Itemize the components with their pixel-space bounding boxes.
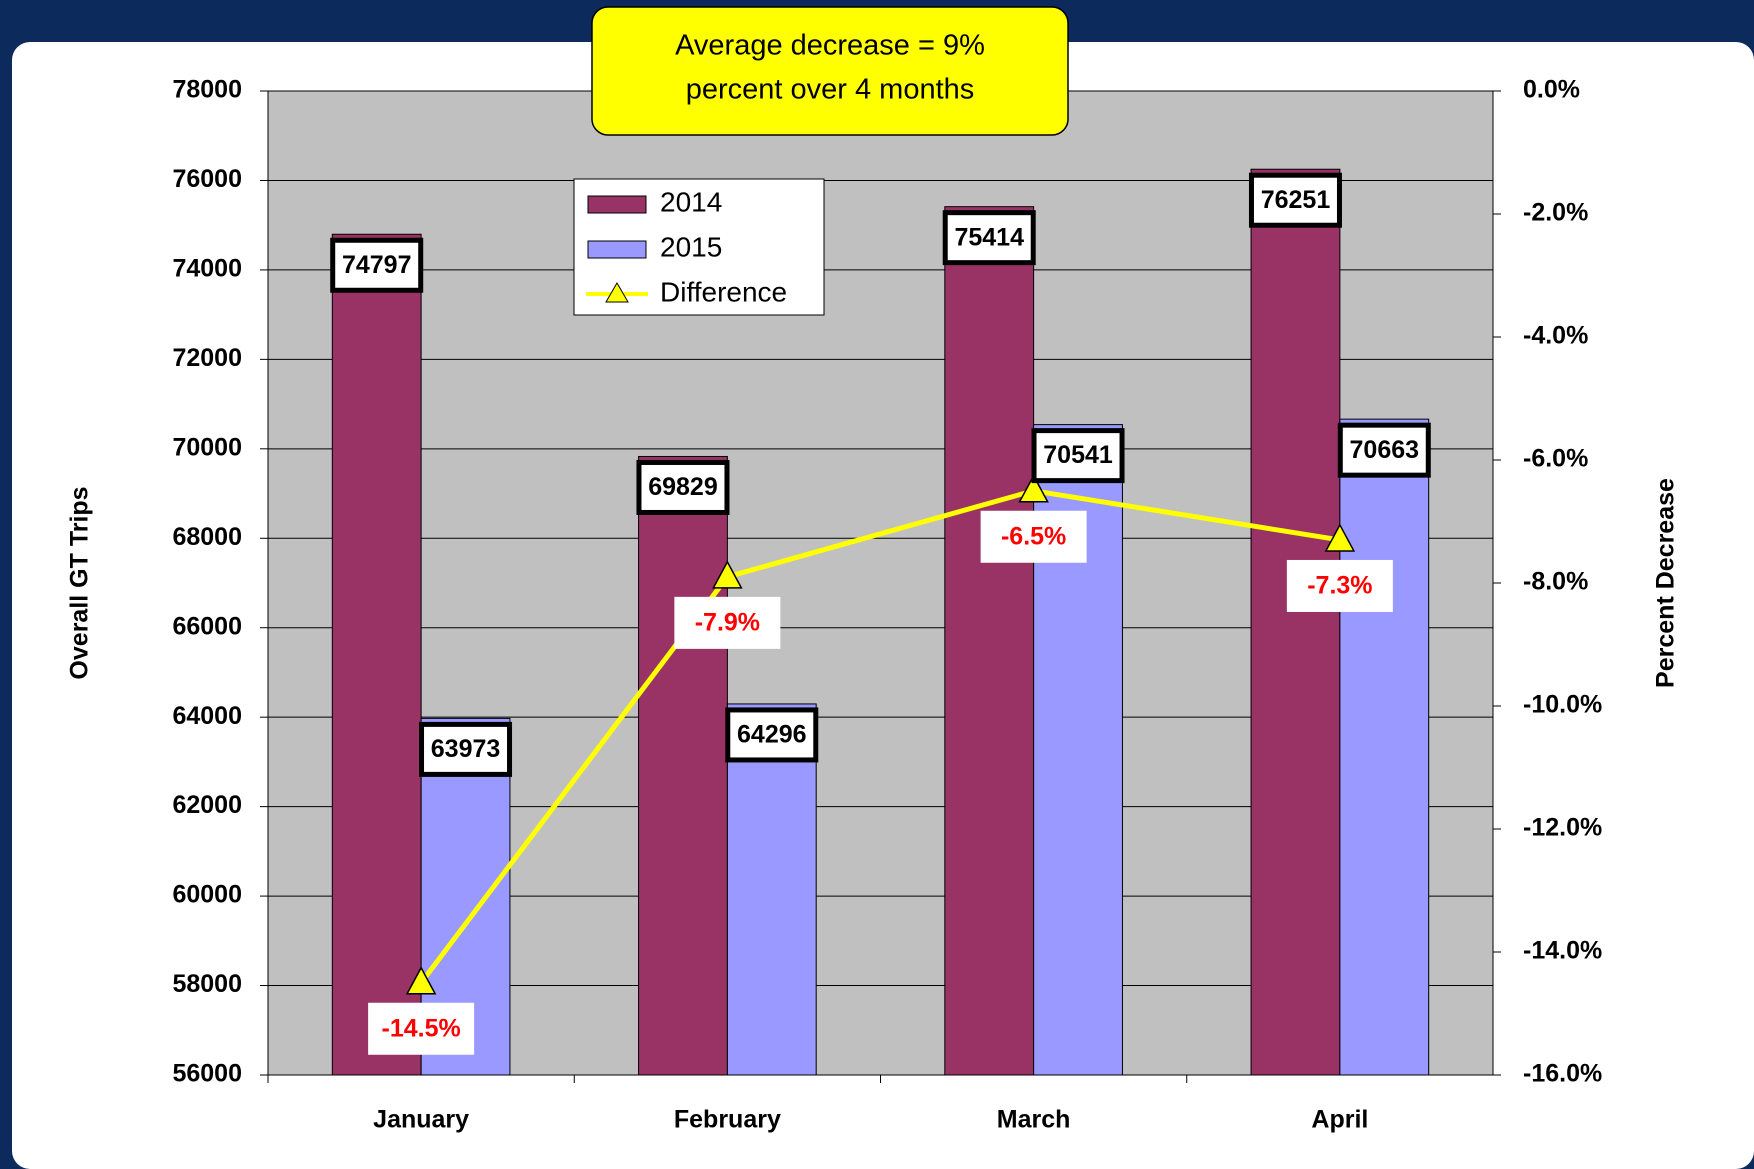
- bar-label: 70663: [1350, 436, 1420, 464]
- value-label: -6.5%: [1001, 522, 1066, 550]
- x-tick-label: April: [1311, 1106, 1368, 1134]
- marker: [1324, 523, 1356, 552]
- bar-label: 74797: [342, 251, 412, 279]
- bar-label: 76251: [1261, 186, 1331, 214]
- y-tick-label: 56000: [172, 1060, 242, 1088]
- bar: [1250, 168, 1341, 1076]
- y2-tick-label: -2.0%: [1523, 199, 1588, 227]
- value-label: -7.9%: [695, 608, 760, 636]
- value-label-box: [674, 596, 781, 649]
- value-label-box: [368, 1002, 475, 1055]
- bar-label: 64296: [737, 721, 807, 749]
- y2-tick-label: -4.0%: [1523, 322, 1588, 350]
- line: [419, 488, 1341, 985]
- bar-label: 70541: [1043, 441, 1113, 469]
- marker: [405, 966, 437, 995]
- value-label-box: [980, 510, 1087, 563]
- bar-label: 63973: [431, 735, 501, 763]
- y-tick-label: 62000: [172, 791, 242, 819]
- y2-tick-label: -12.0%: [1523, 814, 1602, 842]
- bar-label-box: [1337, 422, 1431, 478]
- marker: [1018, 474, 1049, 503]
- y-tick-label: 70000: [172, 433, 242, 461]
- bar: [638, 455, 728, 1076]
- y-tick-label: 66000: [172, 612, 242, 640]
- bar-label-box: [419, 721, 513, 777]
- bar-label-box: [725, 707, 819, 763]
- y-tick-label: 68000: [172, 523, 242, 551]
- bar: [1339, 418, 1430, 1076]
- value-label-box: [1286, 559, 1393, 612]
- y-axis-title: Overall GT Trips: [66, 486, 94, 679]
- y2-tick-label: -16.0%: [1523, 1060, 1602, 1088]
- y-tick-label: 74000: [172, 255, 242, 283]
- bar: [726, 703, 817, 1076]
- bar-label-box: [1031, 428, 1125, 484]
- bar: [331, 233, 422, 1076]
- legend-swatch: [587, 240, 647, 259]
- y2-tick-label: -14.0%: [1523, 937, 1602, 965]
- legend-label: 2015: [660, 231, 722, 262]
- x-tick-label: March: [997, 1106, 1071, 1134]
- legend-label: 2014: [660, 186, 722, 217]
- bar-label-box: [942, 210, 1036, 266]
- annotation-box: [591, 6, 1069, 136]
- y2-tick-label: -6.0%: [1523, 445, 1588, 473]
- y2-tick-label: 0.0%: [1523, 76, 1580, 104]
- value-label: -7.3%: [1307, 572, 1372, 600]
- annotation: Average decrease = 9%: [675, 30, 985, 62]
- x-tick-label: January: [373, 1106, 469, 1134]
- bar-label-box: [330, 237, 424, 293]
- y-tick-label: 78000: [172, 76, 242, 104]
- bar-label-box: [636, 459, 730, 515]
- legend-marker: [605, 282, 629, 303]
- y-tick-label: 64000: [172, 702, 242, 730]
- y2-tick-label: -10.0%: [1523, 691, 1602, 719]
- y2-tick-label: -8.0%: [1523, 568, 1588, 596]
- legend-label: Difference: [660, 276, 787, 307]
- legend-swatch: [587, 195, 647, 214]
- annotation: percent over 4 months: [686, 74, 975, 106]
- y-tick-label: 76000: [172, 165, 242, 193]
- bar-label-box: [1248, 172, 1342, 228]
- y2-axis-title: Percent Decrease: [1652, 478, 1680, 688]
- bar-label: 69829: [648, 473, 718, 501]
- x-tick-label: February: [674, 1106, 781, 1134]
- value-label: -14.5%: [382, 1014, 461, 1042]
- marker: [712, 560, 743, 589]
- bar-label: 75414: [954, 223, 1024, 251]
- y-tick-label: 60000: [172, 881, 242, 909]
- bar: [944, 206, 1035, 1076]
- y-tick-label: 58000: [172, 970, 242, 998]
- y-tick-label: 72000: [172, 344, 242, 372]
